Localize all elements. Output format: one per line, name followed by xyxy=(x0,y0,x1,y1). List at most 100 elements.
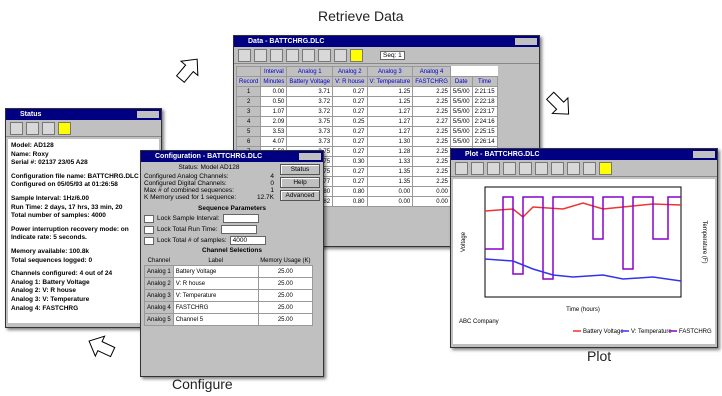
arrow xyxy=(84,331,117,362)
status-line: Analog 2: V: R house xyxy=(11,287,156,296)
channel-cell[interactable]: V: R house xyxy=(173,278,258,290)
status-line: Serial #: 02137 23/05 A28 xyxy=(11,159,156,168)
header-cell: FASTCHRG xyxy=(413,77,451,87)
data-cell: 0.00 xyxy=(413,187,451,197)
window-title: Status xyxy=(6,109,161,120)
button[interactable]: Help xyxy=(280,177,320,188)
configure-label: Configure xyxy=(172,376,233,392)
header-cell: Time xyxy=(472,77,497,87)
channel-cell: 25.00 xyxy=(258,278,312,290)
data-cell: 0.00 xyxy=(261,87,287,97)
data-cell: 2.25 xyxy=(413,87,451,97)
plot-label: Plot xyxy=(587,348,611,364)
arrow xyxy=(542,88,576,122)
count-label: Configured Analog Channels: xyxy=(144,173,229,180)
channel-cell: Analog 3 xyxy=(145,290,174,302)
channel-cell[interactable]: V: Temperature xyxy=(173,290,258,302)
data-cell: 2.09 xyxy=(261,117,287,127)
button[interactable]: Status xyxy=(280,164,320,175)
data-cell: 3.72 xyxy=(287,107,333,117)
seq-field[interactable]: Seq: 1 xyxy=(380,51,405,60)
window-title: Data - BATTCHRG.DLC xyxy=(234,36,539,47)
data-cell: 6 xyxy=(237,137,261,147)
status-line: Analog 1: Battery Voltage xyxy=(11,279,156,288)
data-cell: 0.27 xyxy=(333,107,367,117)
data-cell: 1.25 xyxy=(367,87,413,97)
data-cell: 0.25 xyxy=(333,117,367,127)
channel-cell: 25.00 xyxy=(258,302,312,314)
data-cell: 3.73 xyxy=(287,137,333,147)
checkbox[interactable] xyxy=(144,226,154,234)
data-cell: 5/5/00 xyxy=(450,87,472,97)
channel-cell[interactable]: Channel 5 xyxy=(173,314,258,326)
field[interactable] xyxy=(223,214,259,223)
plot-line xyxy=(485,203,681,217)
data-cell: 2.25 xyxy=(413,127,451,137)
window-title: Plot - BATTCHRG.DLC xyxy=(451,149,717,160)
checkbox[interactable] xyxy=(144,237,154,245)
status-line: Indicate rate: 5 seconds. xyxy=(11,234,156,243)
field[interactable] xyxy=(221,225,257,234)
channel-cell: 25.00 xyxy=(258,290,312,302)
toolbar: Seq: 1 xyxy=(234,47,539,64)
data-cell: 2.25 xyxy=(413,97,451,107)
channel-cell[interactable]: FASTCHRG xyxy=(173,302,258,314)
window-title: Configuration - BATTCHRG.DLC xyxy=(141,151,323,162)
data-cell: 3.73 xyxy=(287,127,333,137)
data-cell: 2.27 xyxy=(413,117,451,127)
data-cell: 1.27 xyxy=(367,107,413,117)
button[interactable]: Advanced xyxy=(280,190,320,201)
header-cell: V: R house xyxy=(333,77,367,87)
data-cell: 5/5/00 xyxy=(450,137,472,147)
data-cell: 2:24:16 xyxy=(472,117,497,127)
status-line: Run Time: 2 days, 17 hrs, 33 min, 20 xyxy=(11,204,156,213)
data-cell: 5/5/00 xyxy=(450,127,472,137)
status-line: Channels configured: 4 out of 24 xyxy=(11,270,156,279)
channel-cell[interactable]: Battery Voltage xyxy=(173,266,258,278)
data-cell: 0.80 xyxy=(333,187,367,197)
y-axis-label: Voltage xyxy=(461,231,467,252)
data-cell: 2:22:18 xyxy=(472,97,497,107)
channel-cell: 25.00 xyxy=(258,266,312,278)
status-line: Total sequences logged: 0 xyxy=(11,257,156,266)
data-cell: 2.25 xyxy=(413,167,451,177)
data-cell: 1 xyxy=(237,87,261,97)
section-title: Channel Selections xyxy=(144,247,320,254)
header-cell: V: Temperature xyxy=(367,77,413,87)
data-cell: 3.71 xyxy=(287,87,333,97)
toolbar xyxy=(451,160,717,177)
data-cell: 2:21:15 xyxy=(472,87,497,97)
data-cell: 1.27 xyxy=(367,117,413,127)
status-line: Configuration file name: BATTCHRG.DLC xyxy=(11,173,156,182)
header-cell: Date xyxy=(450,77,472,87)
count-row: Max # of combined sequences:1 xyxy=(144,187,274,194)
checkbox[interactable] xyxy=(144,215,154,223)
data-cell: 5 xyxy=(237,127,261,137)
count-label: Configured Digital Channels: xyxy=(144,180,227,187)
lock-label: Lock Total # of samples: xyxy=(157,237,227,244)
data-cell: 0.27 xyxy=(333,87,367,97)
count-value: 1 xyxy=(270,187,274,194)
screenshot-collage: Retrieve Data Configure Plot Status Mode… xyxy=(0,0,722,396)
count-row: Configured Analog Channels:4 xyxy=(144,173,274,180)
header-cell: Analog 1 xyxy=(287,67,333,77)
sample-field[interactable]: 4000 xyxy=(230,236,266,245)
data-cell: 2.25 xyxy=(413,107,451,117)
data-cell: 3.53 xyxy=(261,127,287,137)
data-cell: 0.00 xyxy=(413,197,451,207)
channel-cell: Analog 1 xyxy=(145,266,174,278)
data-cell: 2:25:15 xyxy=(472,127,497,137)
data-cell: 5/5/00 xyxy=(450,107,472,117)
